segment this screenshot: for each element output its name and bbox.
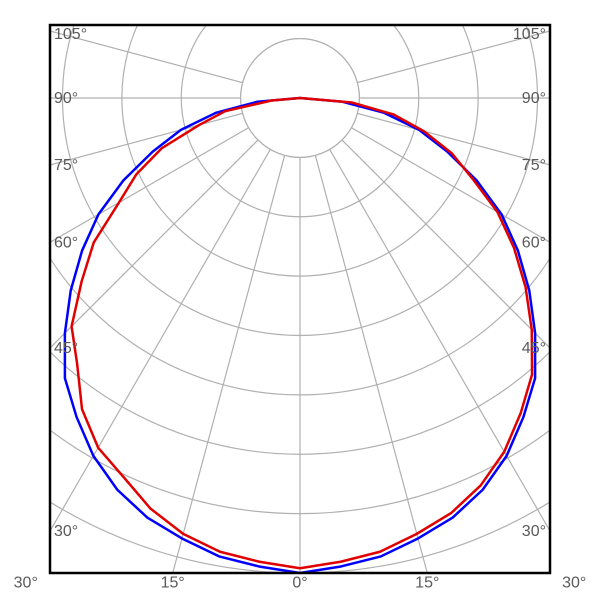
series-C90-C270 (72, 98, 532, 568)
grid-ray (300, 98, 600, 600)
angle-label-bottom: 30° (14, 574, 38, 591)
angle-label-right: 45° (522, 340, 546, 357)
angle-label-bottom: 30° (562, 574, 586, 591)
angle-label-right: 90° (522, 90, 546, 107)
angle-label-right: 30° (522, 523, 546, 540)
angle-label-bottom: 0° (292, 574, 307, 591)
angle-label-left: 90° (54, 90, 78, 107)
polar-chart: 105° 90° 75° 60° 45° 30° 105° 90° 75° 60° 45° 30° 30… (0, 0, 600, 600)
grid (0, 0, 600, 600)
angle-label-right: 75° (522, 157, 546, 174)
grid-ray (0, 98, 300, 600)
grid-ray (0, 98, 300, 454)
angle-label-left: 30° (54, 523, 78, 540)
angle-label-left: 60° (54, 234, 78, 251)
angle-label-right: 105° (513, 26, 546, 43)
angle-label-left: 45° (54, 340, 78, 357)
angle-label-left: 75° (54, 157, 78, 174)
grid-ray (0, 98, 300, 600)
angle-label-bottom: 15° (161, 574, 185, 591)
angle-label-bottom: 15° (415, 574, 439, 591)
grid-ray (300, 98, 600, 600)
angle-label-right: 60° (522, 234, 546, 251)
angle-label-left: 105° (54, 26, 87, 43)
